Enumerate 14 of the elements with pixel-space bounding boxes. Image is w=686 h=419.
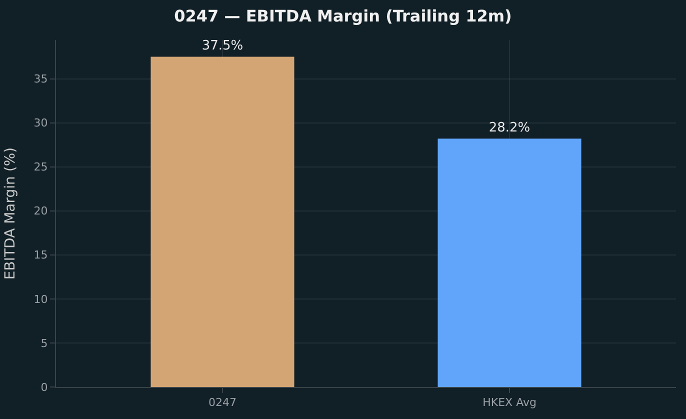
y-tick-label: 35 [34,72,48,86]
y-tick-label: 15 [34,248,48,262]
y-axis-title: EBITDA Margin (%) [2,147,18,280]
data-label: 28.2% [488,120,530,136]
y-tick-label: 0 [40,380,48,394]
x-tick-label: HKEX Avg [482,396,536,410]
chart-title: 0247 — EBITDA Margin (Trailing 12m) [174,6,512,26]
y-tick-label: 5 [40,336,48,350]
y-tick-label: 10 [34,292,48,306]
y-tick-label: 20 [34,204,48,218]
x-tick-label: 0247 [208,396,236,410]
y-tick-label: 30 [34,116,48,130]
y-tick-label: 25 [34,160,48,174]
data-label: 37.5% [202,38,244,54]
